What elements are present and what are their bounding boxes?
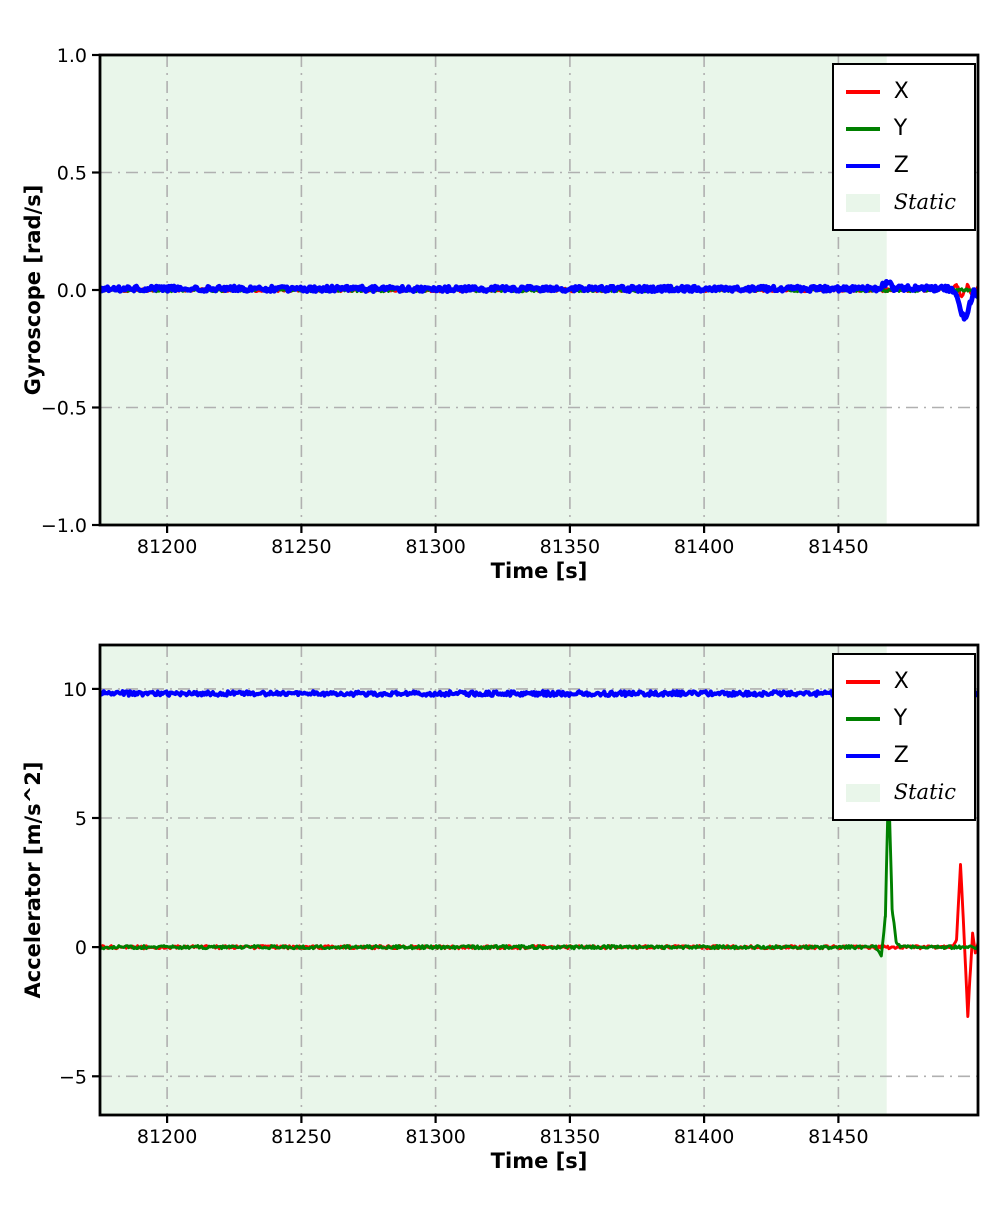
legend-entry: Static bbox=[845, 184, 956, 221]
legend-label: Y bbox=[893, 115, 908, 141]
legend-patch-swatch bbox=[845, 783, 880, 802]
y-tick-label: −1.0 bbox=[41, 515, 87, 537]
y-tick-label: 10 bbox=[63, 679, 87, 701]
y-tick-label: 5 bbox=[75, 808, 87, 830]
x-tick-label: 81450 bbox=[808, 536, 868, 558]
legend-line-swatch bbox=[845, 163, 880, 168]
plot-border bbox=[98, 643, 980, 1117]
x-tick-label: 81250 bbox=[271, 536, 331, 558]
legend-entry: Z bbox=[845, 737, 956, 774]
legend-label: Y bbox=[893, 705, 908, 731]
legend-label: X bbox=[893, 78, 909, 104]
x-tick-label: 81350 bbox=[540, 1126, 600, 1148]
legend-entry: X bbox=[845, 73, 956, 110]
legend-line-swatch bbox=[845, 753, 880, 758]
gyroscope-chart: 81200 81250 81300 81350 81400 81450 1.0 0.5 0.0 −… bbox=[0, 3, 992, 603]
series-Z bbox=[100, 278, 978, 322]
x-tick-label: 81300 bbox=[405, 536, 465, 558]
series-Y bbox=[100, 777, 978, 958]
legend-entry: X bbox=[845, 663, 956, 700]
x-tick-label: 81300 bbox=[405, 1126, 465, 1148]
x-tick-label: 81350 bbox=[540, 536, 600, 558]
x-tick-label: 81400 bbox=[674, 1126, 734, 1148]
legend-line-swatch bbox=[845, 679, 880, 684]
legend-entry: Y bbox=[845, 110, 956, 147]
gyroscope-y-axis-label: Gyroscope [rad/s] bbox=[21, 184, 45, 396]
static-region bbox=[100, 645, 887, 1115]
legend-label: Static bbox=[893, 190, 956, 214]
gyroscope-legend: X Y Z Static bbox=[831, 63, 976, 231]
gyroscope-x-axis-label: Time [s] bbox=[490, 559, 588, 583]
y-tick-label: 0.5 bbox=[57, 163, 87, 185]
legend-label: Z bbox=[893, 152, 909, 178]
accelerator-x-axis-label: Time [s] bbox=[490, 1149, 588, 1173]
y-tick-label: 1.0 bbox=[57, 45, 87, 67]
series-Z bbox=[100, 689, 978, 698]
legend-line-swatch bbox=[845, 126, 880, 131]
x-tick-label: 81250 bbox=[271, 1126, 331, 1148]
legend-entry: Y bbox=[845, 700, 956, 737]
accelerator-chart: 81200 81250 81300 81350 81400 81450 10 5 0 −5 Acc… bbox=[0, 593, 992, 1193]
y-tick-label: 0.0 bbox=[57, 280, 87, 302]
x-tick-label: 81200 bbox=[137, 536, 197, 558]
legend-entry: Z bbox=[845, 147, 956, 184]
y-tick-label: −0.5 bbox=[41, 398, 87, 420]
accelerator-plot-area: 81200 81250 81300 81350 81400 81450 10 5 0 −5 bbox=[59, 643, 980, 1148]
legend-label: Z bbox=[893, 742, 909, 768]
accelerator-y-axis-label: Accelerator [m/s^2] bbox=[21, 761, 45, 999]
gyroscope-plot-area: 81200 81250 81300 81350 81400 81450 1.0 0.5 0.0 −… bbox=[41, 45, 980, 558]
series-lines bbox=[100, 689, 978, 1018]
y-tick-label: 0 bbox=[75, 937, 87, 959]
legend-entry: Static bbox=[845, 774, 956, 811]
legend-label: X bbox=[893, 668, 909, 694]
legend-label: Static bbox=[893, 780, 956, 804]
y-tick-label: −5 bbox=[59, 1066, 87, 1088]
accelerator-legend: X Y Z Static bbox=[831, 653, 976, 821]
x-tick-label: 81450 bbox=[808, 1126, 868, 1148]
x-tick-label: 81400 bbox=[674, 536, 734, 558]
legend-line-swatch bbox=[845, 89, 880, 94]
legend-line-swatch bbox=[845, 716, 880, 721]
series-lines bbox=[100, 278, 978, 322]
x-tick-label: 81200 bbox=[137, 1126, 197, 1148]
legend-patch-swatch bbox=[845, 193, 880, 212]
